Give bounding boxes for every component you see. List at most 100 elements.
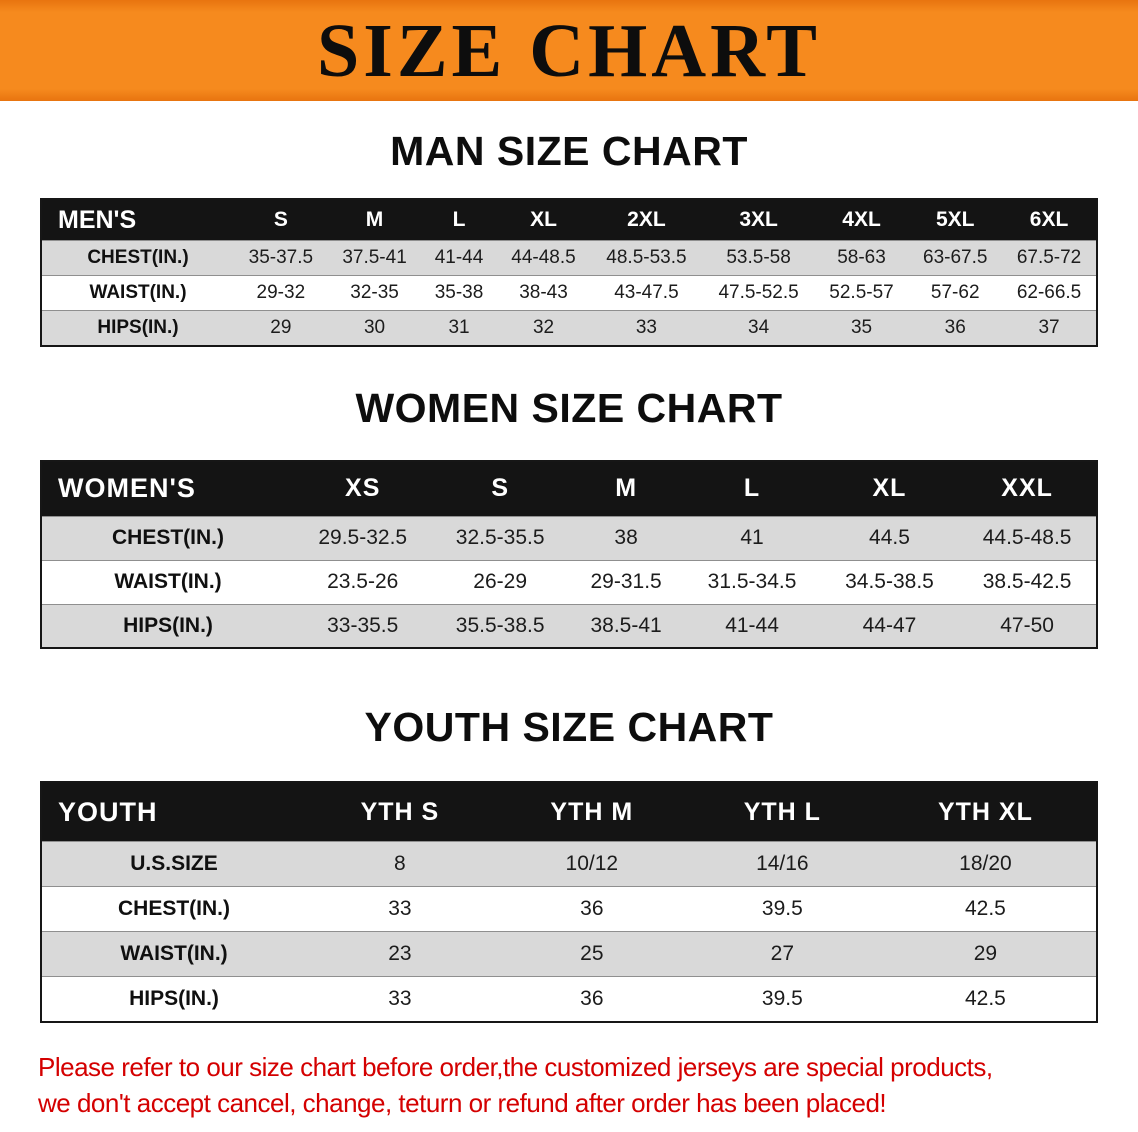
measurement-row: HIPS(IN.) 33 36 39.5 42.5 <box>41 976 1097 1022</box>
size-value-cell: 36 <box>580 986 604 1010</box>
men-section-heading: MAN SIZE CHART <box>390 128 748 174</box>
size-value-cell: 42.5 <box>964 986 1006 1010</box>
size-value-cell: 36 <box>944 316 966 338</box>
measurement-row-label: HIPS(IN.) <box>123 613 213 637</box>
youth-section-heading: YOUTH SIZE CHART <box>364 704 774 750</box>
size-value-cell: 57-62 <box>930 282 980 303</box>
size-value-cell: 41 <box>740 526 764 549</box>
measurement-row: HIPS(IN.) 29 30 31 32 33 34 35 36 37 <box>41 310 1097 346</box>
size-value-cell: 53.5-58 <box>726 247 791 268</box>
size-value-cell: 47-50 <box>1000 613 1054 637</box>
size-column-header: 6XL <box>1002 199 1097 241</box>
measurement-row: CHEST(IN.) 33 36 39.5 42.5 <box>41 886 1097 932</box>
measurement-row-label: CHEST(IN.) <box>112 526 224 549</box>
size-column-header: 3XL <box>702 199 815 241</box>
youth-size-table: YOUTH YTH S YTH M YTH L YTH XL U.S.SIZE 8 10/12… <box>40 781 1098 1023</box>
table-header-row: YOUTH YTH S YTH M YTH L YTH XL <box>41 782 1097 842</box>
size-column-header: XXL <box>958 460 1097 516</box>
table-title-cell: WOMEN'S <box>41 460 294 516</box>
size-value-cell: 25 <box>580 942 604 965</box>
table-header-row: MEN'S S M L XL 2XL 3XL 4XL 5XL 6XL <box>41 199 1097 241</box>
size-value-cell: 31.5-34.5 <box>707 570 797 593</box>
size-value-cell: 32.5-35.5 <box>455 526 545 549</box>
size-value-cell: 48.5-53.5 <box>606 247 687 268</box>
measurement-row-label: WAIST(IN.) <box>120 942 228 965</box>
size-value-cell: 27 <box>770 942 795 965</box>
size-value-cell: 67.5-72 <box>1016 247 1082 268</box>
size-value-cell: 63-67.5 <box>923 247 988 268</box>
measurement-row: HIPS(IN.) 33-35.5 35.5-38.5 38.5-41 41-44 44-… <box>41 604 1097 648</box>
size-value-cell: 38.5-42.5 <box>982 570 1072 593</box>
size-value-cell: 29-32 <box>256 282 306 303</box>
measurement-row: WAIST(IN.) 29-32 32-35 35-38 38-43 43-47.5 47.… <box>41 275 1097 311</box>
size-column-header: 5XL <box>908 199 1003 241</box>
measurement-row: CHEST(IN.) 29.5-32.5 32.5-35.5 38 41 44.5 44.5… <box>41 516 1097 560</box>
women-section: WOMEN SIZE CHART WOMEN'S XS S M L XL XXL CHEST(… <box>0 347 1138 649</box>
size-value-cell: 29 <box>270 316 292 338</box>
size-value-cell: 33 <box>635 316 657 338</box>
size-value-cell: 32-35 <box>350 282 399 303</box>
women-section-heading: WOMEN SIZE CHART <box>355 384 783 431</box>
size-value-cell: 44.5 <box>869 526 910 549</box>
size-value-cell: 41-44 <box>434 247 484 268</box>
size-value-cell: 33 <box>388 986 412 1010</box>
size-value-cell: 58-63 <box>837 247 886 268</box>
size-value-cell: 18/20 <box>959 852 1012 875</box>
size-value-cell: 14/16 <box>756 852 809 875</box>
measurement-row-label: HIPS(IN.) <box>97 316 179 338</box>
men-section: MAN SIZE CHART MEN'S S M L XL 2XL 3XL 4XL 5XL 6XL… <box>0 101 1138 347</box>
table-title-cell: MEN'S <box>41 199 234 241</box>
disclaimer-line-2: we don't accept cancel, change, teturn o… <box>38 1088 887 1119</box>
size-column-header: M <box>568 460 684 516</box>
size-value-cell: 8 <box>394 852 406 875</box>
size-value-cell: 39.5 <box>761 897 803 920</box>
size-value-cell: 38.5-41 <box>590 613 662 637</box>
size-value-cell: 29.5-32.5 <box>318 526 408 549</box>
size-value-cell: 10/12 <box>565 852 619 875</box>
size-value-cell: 23.5-26 <box>327 570 399 593</box>
size-value-cell: 37 <box>1038 316 1060 338</box>
size-column-header: XL <box>496 199 591 241</box>
size-value-cell: 38 <box>614 526 638 549</box>
size-value-cell: 23 <box>388 942 412 965</box>
size-column-header: 2XL <box>590 199 703 241</box>
measurement-row: WAIST(IN.) 23.5-26 26-29 29-31.5 31.5-34.5 34… <box>41 560 1097 604</box>
size-value-cell: 34 <box>748 316 770 338</box>
size-value-cell: 44-47 <box>862 613 917 637</box>
table-title-cell: YOUTH <box>41 782 306 842</box>
size-value-cell: 62-66.5 <box>1016 282 1082 303</box>
measurement-row-label: WAIST(IN.) <box>89 282 187 303</box>
size-value-cell: 32 <box>532 316 555 338</box>
size-value-cell: 31 <box>448 316 470 338</box>
size-value-cell: 42.5 <box>964 897 1006 920</box>
measurement-row-label: WAIST(IN.) <box>114 570 222 593</box>
size-value-cell: 52.5-57 <box>829 282 894 303</box>
men-size-table: MEN'S S M L XL 2XL 3XL 4XL 5XL 6XL CHEST(IN.) 35-37… <box>40 198 1098 347</box>
size-value-cell: 43-47.5 <box>614 282 679 303</box>
size-value-cell: 35-37.5 <box>248 247 314 268</box>
size-column-header: L <box>421 199 497 241</box>
size-column-header: YTH M <box>493 782 690 842</box>
size-value-cell: 39.5 <box>761 986 803 1010</box>
measurement-row: U.S.SIZE 8 10/12 14/16 18/20 <box>41 841 1097 887</box>
size-column-header: XL <box>820 460 959 516</box>
size-column-header: S <box>234 199 328 241</box>
size-value-cell: 26-29 <box>473 570 528 593</box>
disclaimer: Please refer to our size chart before or… <box>38 1049 1138 1123</box>
size-value-cell: 30 <box>363 316 386 338</box>
disclaimer-line-1: Please refer to our size chart before or… <box>38 1051 993 1082</box>
measurement-row: WAIST(IN.) 23 25 27 29 <box>41 931 1097 977</box>
size-value-cell: 36 <box>580 897 604 920</box>
measurement-row-label: HIPS(IN.) <box>129 986 219 1010</box>
size-value-cell: 44.5-48.5 <box>982 526 1072 549</box>
youth-section: YOUTH SIZE CHART YOUTH YTH S YTH M YTH L YTH… <box>0 649 1138 1023</box>
size-value-cell: 33-35.5 <box>327 613 399 637</box>
measurement-row: CHEST(IN.) 35-37.5 37.5-41 41-44 44-48.5 48.5… <box>41 240 1097 276</box>
size-value-cell: 35-38 <box>434 282 484 303</box>
size-value-cell: 41-44 <box>725 613 779 637</box>
measurement-row-label: U.S.SIZE <box>130 852 218 875</box>
size-column-header: YTH S <box>306 782 494 842</box>
size-column-header: XS <box>294 460 432 516</box>
women-size-table: WOMEN'S XS S M L XL XXL CHEST(IN.) 29.5-32.5 32.5… <box>40 459 1098 649</box>
